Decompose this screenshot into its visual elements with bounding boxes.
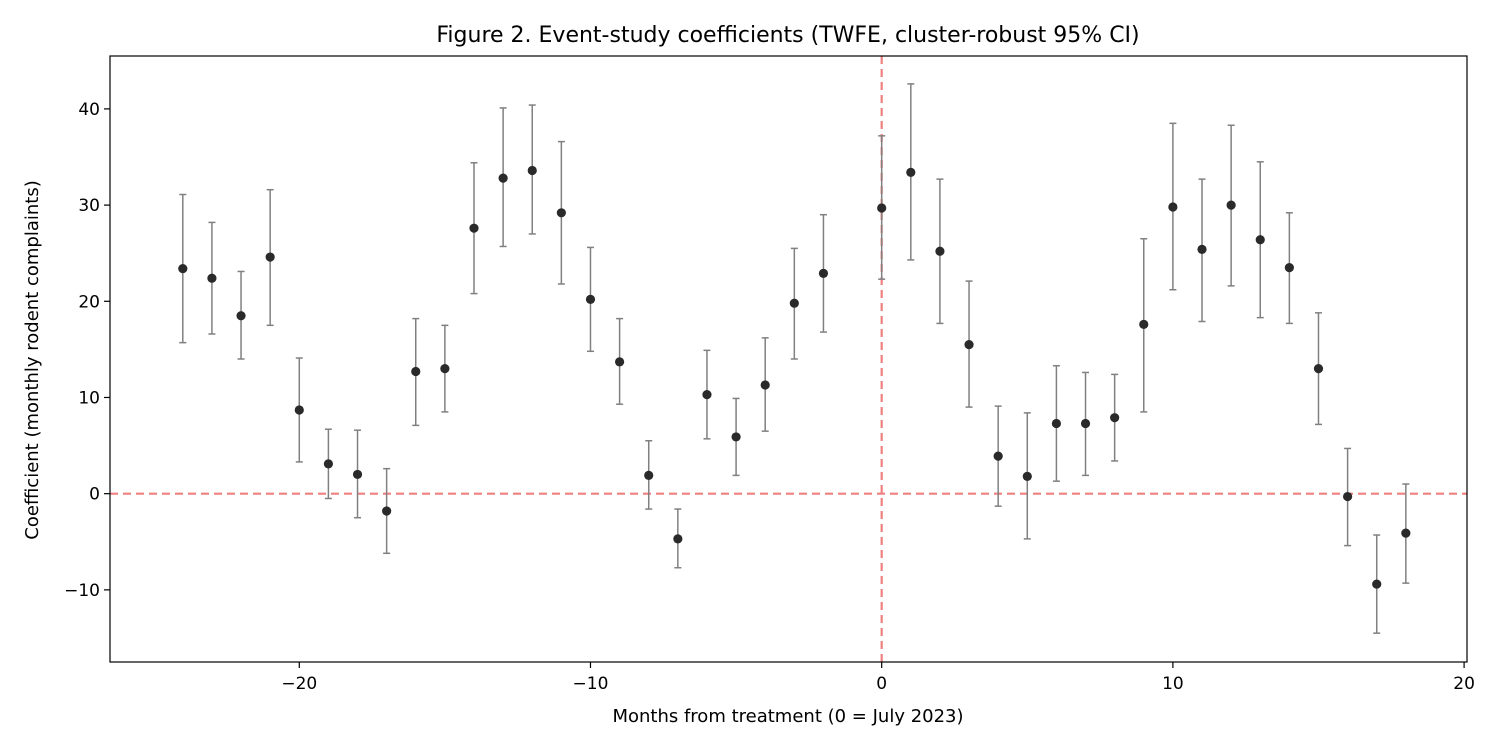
coefficient-point	[1139, 319, 1149, 329]
coefficient-point	[1110, 413, 1120, 423]
coefficient-point	[498, 173, 508, 183]
coefficient-point	[702, 389, 712, 400]
coefficient-point	[294, 405, 304, 415]
coefficient-point	[1343, 491, 1353, 502]
x-tick-label: 0	[876, 674, 887, 694]
coefficient-point	[1080, 418, 1091, 429]
coefficient-point	[382, 506, 392, 516]
coefficient-point	[469, 223, 479, 233]
y-tick-label: 0	[89, 485, 100, 505]
coefficient-point	[731, 432, 741, 442]
coefficient-point	[789, 298, 799, 308]
coefficient-point	[585, 294, 596, 304]
x-tick-label: 20	[1453, 674, 1475, 694]
coefficient-point	[760, 380, 770, 390]
coefficient-point	[178, 263, 188, 274]
coefficient-point	[527, 165, 537, 176]
coefficient-point	[1226, 200, 1236, 210]
coefficient-point	[615, 357, 625, 367]
x-axis-label: Months from treatment (0 = July 2023)	[612, 706, 963, 727]
y-axis-label: Coefficient (monthly rodent complaints)	[22, 180, 43, 540]
coefficient-point	[906, 167, 916, 177]
x-tick-label: −20	[281, 674, 317, 694]
chart-title: Figure 2. Event-study coefficients (TWFE…	[436, 23, 1139, 48]
coefficient-point	[935, 246, 945, 256]
reference-lines	[110, 56, 1467, 662]
coefficient-point	[1401, 528, 1411, 538]
coefficient-point	[207, 273, 217, 283]
coefficient-point	[818, 268, 829, 278]
coefficient-point	[556, 208, 566, 218]
coefficient-point	[323, 459, 334, 469]
y-axis-ticks: −10 0 10 20 30 40	[64, 100, 110, 601]
x-axis-ticks: −20 −10 0 10 20	[281, 662, 1475, 694]
coefficient-point	[352, 469, 363, 480]
coefficient-point	[644, 470, 654, 480]
coefficient-point	[1372, 579, 1382, 589]
coefficient-point	[1022, 471, 1032, 481]
coefficient-point	[1197, 244, 1207, 254]
coefficient-point	[673, 534, 683, 544]
y-tick-label: −10	[64, 581, 100, 601]
coefficient-point	[1168, 202, 1178, 212]
coefficient-point	[877, 203, 887, 213]
coefficient-point	[993, 451, 1003, 461]
coefficient-point	[1284, 263, 1294, 273]
coefficient-point	[440, 364, 450, 374]
coefficient-markers	[178, 165, 1411, 589]
coefficient-point	[411, 366, 421, 377]
confidence-intervals	[179, 83, 1410, 634]
coefficient-point	[1255, 235, 1265, 245]
y-tick-label: 40	[78, 100, 100, 120]
x-tick-label: 10	[1162, 674, 1184, 694]
coefficient-point	[265, 252, 275, 262]
plot-frame	[109, 55, 1468, 663]
coefficient-point	[1051, 418, 1062, 429]
coefficient-point	[964, 339, 974, 350]
coefficient-point	[236, 311, 246, 321]
y-tick-label: 30	[78, 196, 100, 216]
y-tick-label: 10	[78, 388, 100, 408]
coefficient-point	[1313, 364, 1324, 374]
x-tick-label: −10	[573, 674, 609, 694]
y-tick-label: 20	[78, 292, 100, 312]
